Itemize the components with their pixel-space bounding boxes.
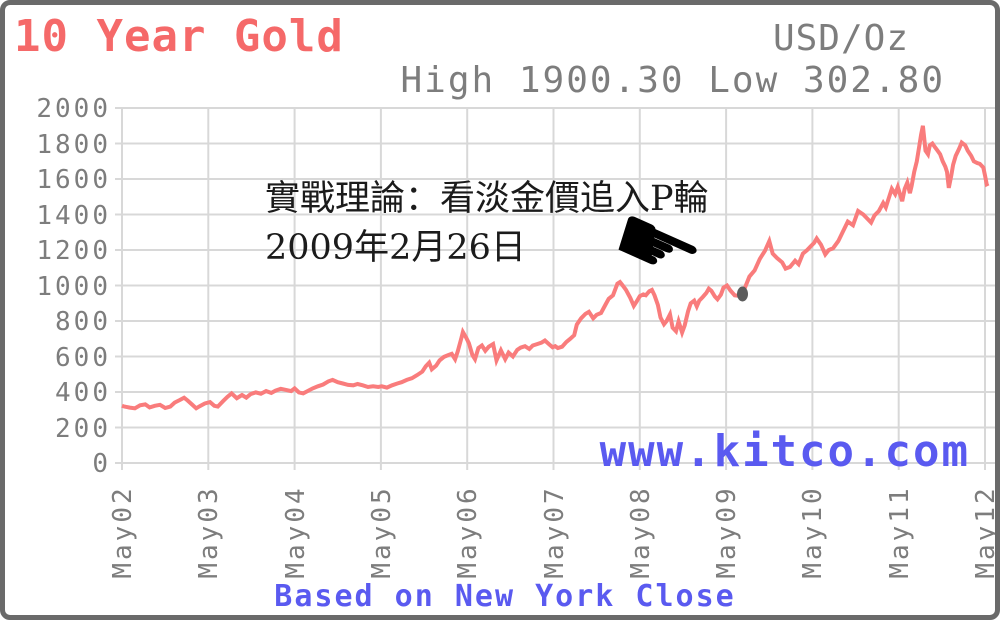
x-tick-label: May08 <box>625 485 656 579</box>
unit-label: USD/Oz <box>772 18 909 59</box>
annotation-line1: 實戰理論：看淡金價追入P輪 <box>265 179 709 219</box>
y-tick-label: 1400 <box>36 200 111 231</box>
x-tick-label: May02 <box>108 485 138 579</box>
kitco-watermark: www.kitco.com <box>599 426 970 477</box>
x-tick-label: May07 <box>539 485 570 579</box>
annotation-dot <box>737 286 748 302</box>
y-tick-label: 1000 <box>36 271 111 302</box>
x-tick-label: May05 <box>366 485 397 579</box>
x-tick-label: May03 <box>194 485 225 579</box>
x-tick-label: May10 <box>798 485 829 579</box>
y-tick-label: 200 <box>55 413 111 444</box>
y-tick-label: 600 <box>55 342 111 373</box>
x-tick-label: May12 <box>971 485 1000 579</box>
footer-note: Based on New York Close <box>274 579 736 614</box>
y-tick-label: 1200 <box>36 236 111 266</box>
x-tick-label: May04 <box>280 485 311 579</box>
x-tick-label: May09 <box>712 485 743 579</box>
y-tick-label: 1800 <box>36 129 111 160</box>
y-tick-label: 800 <box>55 307 111 337</box>
price-line-chart <box>115 107 995 470</box>
annotation-line2: 2009年2月26日 <box>265 228 526 268</box>
high-low-label: High 1900.30 Low 302.80 <box>400 60 945 101</box>
x-tick-label: May06 <box>453 485 484 579</box>
y-tick-label: 2000 <box>36 94 111 124</box>
y-tick-label: 0 <box>92 449 111 479</box>
y-tick-label: 400 <box>55 378 111 408</box>
chart-title: 10 Year Gold <box>14 11 344 62</box>
y-tick-label: 1600 <box>36 165 111 195</box>
x-tick-label: May11 <box>884 485 915 579</box>
